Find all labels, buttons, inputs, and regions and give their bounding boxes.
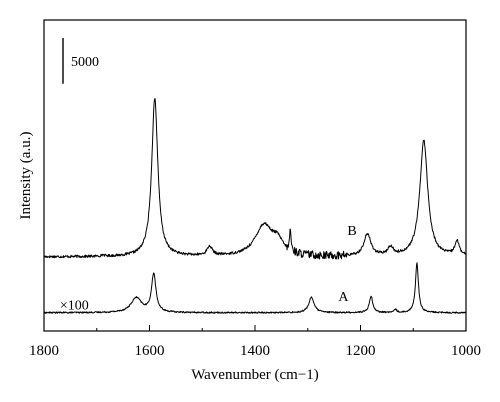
spectrum-b xyxy=(43,98,467,260)
annotation-label: B xyxy=(347,224,356,239)
annotation-label: A xyxy=(338,290,349,305)
x-ticks: 1800 1600 1400 1200 1000 xyxy=(29,325,481,359)
x-tick-label: 1200 xyxy=(346,343,376,359)
x-axis-title: Wavenumber (cm−1) xyxy=(191,367,319,383)
scale-bar: 5000 xyxy=(62,38,99,84)
plot-frame xyxy=(43,19,467,332)
y-axis-title: Intensity (a.u.) xyxy=(18,132,34,220)
x-tick-label: 1800 xyxy=(29,343,59,359)
scale-bar-label: 5000 xyxy=(71,55,99,70)
annotation-label: ×100 xyxy=(60,299,89,314)
x-tick-label: 1000 xyxy=(451,343,481,359)
series-group xyxy=(43,98,467,314)
annotations: B A ×100 xyxy=(60,224,357,314)
plot-border xyxy=(43,19,467,332)
x-tick-label: 1600 xyxy=(135,343,165,359)
x-tick-label: 1400 xyxy=(240,343,270,359)
spectrum-a xyxy=(43,262,467,314)
